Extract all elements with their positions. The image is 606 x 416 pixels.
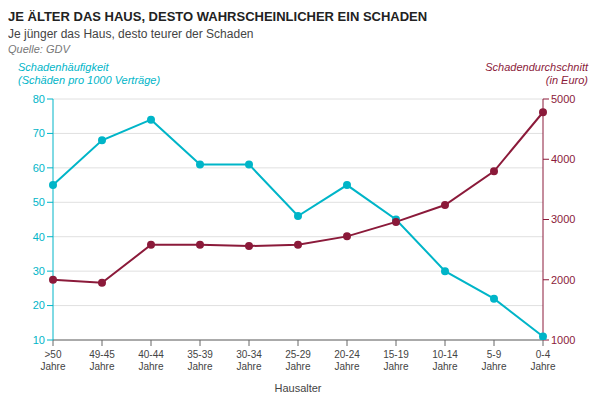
html-text:JE ÄLTER DAS HAUS, DESTO WAHRS: JE ÄLTER DAS HAUS, DESTO WAHRSCHEINLICHE… — [8, 9, 428, 24]
svg-text:20-24Jahre: 20-24Jahre — [334, 349, 360, 372]
svg-text:1000: 1000 — [551, 334, 575, 346]
svg-text:30-34Jahre: 30-34Jahre — [236, 349, 262, 372]
svg-text:5000: 5000 — [551, 93, 575, 105]
svg-text:3000: 3000 — [551, 213, 575, 225]
svg-text:70: 70 — [33, 127, 45, 139]
html-text:Je jünger das Haus, desto teur: Je jünger das Haus, desto teurer der Sch… — [8, 27, 254, 41]
svg-text:>50Jahre: >50Jahre — [40, 349, 65, 372]
svg-text:2000: 2000 — [551, 274, 575, 286]
svg-text:40: 40 — [33, 231, 45, 243]
svg-text:15-19Jahre: 15-19Jahre — [383, 349, 409, 372]
svg-text:20: 20 — [33, 299, 45, 311]
svg-text:0-4Jahre: 0-4Jahre — [530, 349, 555, 372]
svg-text:30: 30 — [33, 265, 45, 277]
svg-text:25-29Jahre: 25-29Jahre — [285, 349, 311, 372]
html-text:Schadenhäufigkeit (Schäden pro: Schadenhäufigkeit (Schäden pro 1000 Vert… — [18, 61, 161, 86]
svg-text:Hausalter: Hausalter — [274, 382, 321, 394]
svg-text:49-45Jahre: 49-45Jahre — [89, 349, 115, 372]
svg-text:80: 80 — [33, 93, 45, 105]
svg-text:10: 10 — [33, 334, 45, 346]
svg-text:5-9Jahre: 5-9Jahre — [481, 349, 506, 372]
svg-text:4000: 4000 — [551, 153, 575, 165]
html-text:Schadendurchschnitt (in Euro): Schadendurchschnitt (in Euro) — [485, 61, 588, 86]
svg-text:40-44Jahre: 40-44Jahre — [138, 349, 164, 372]
svg-text:50: 50 — [33, 196, 45, 208]
svg-text:35-39Jahre: 35-39Jahre — [187, 349, 213, 372]
svg-text:60: 60 — [33, 162, 45, 174]
html-text:Quelle: GDV: Quelle: GDV — [8, 43, 70, 55]
svg-text:10-14Jahre: 10-14Jahre — [432, 349, 458, 372]
